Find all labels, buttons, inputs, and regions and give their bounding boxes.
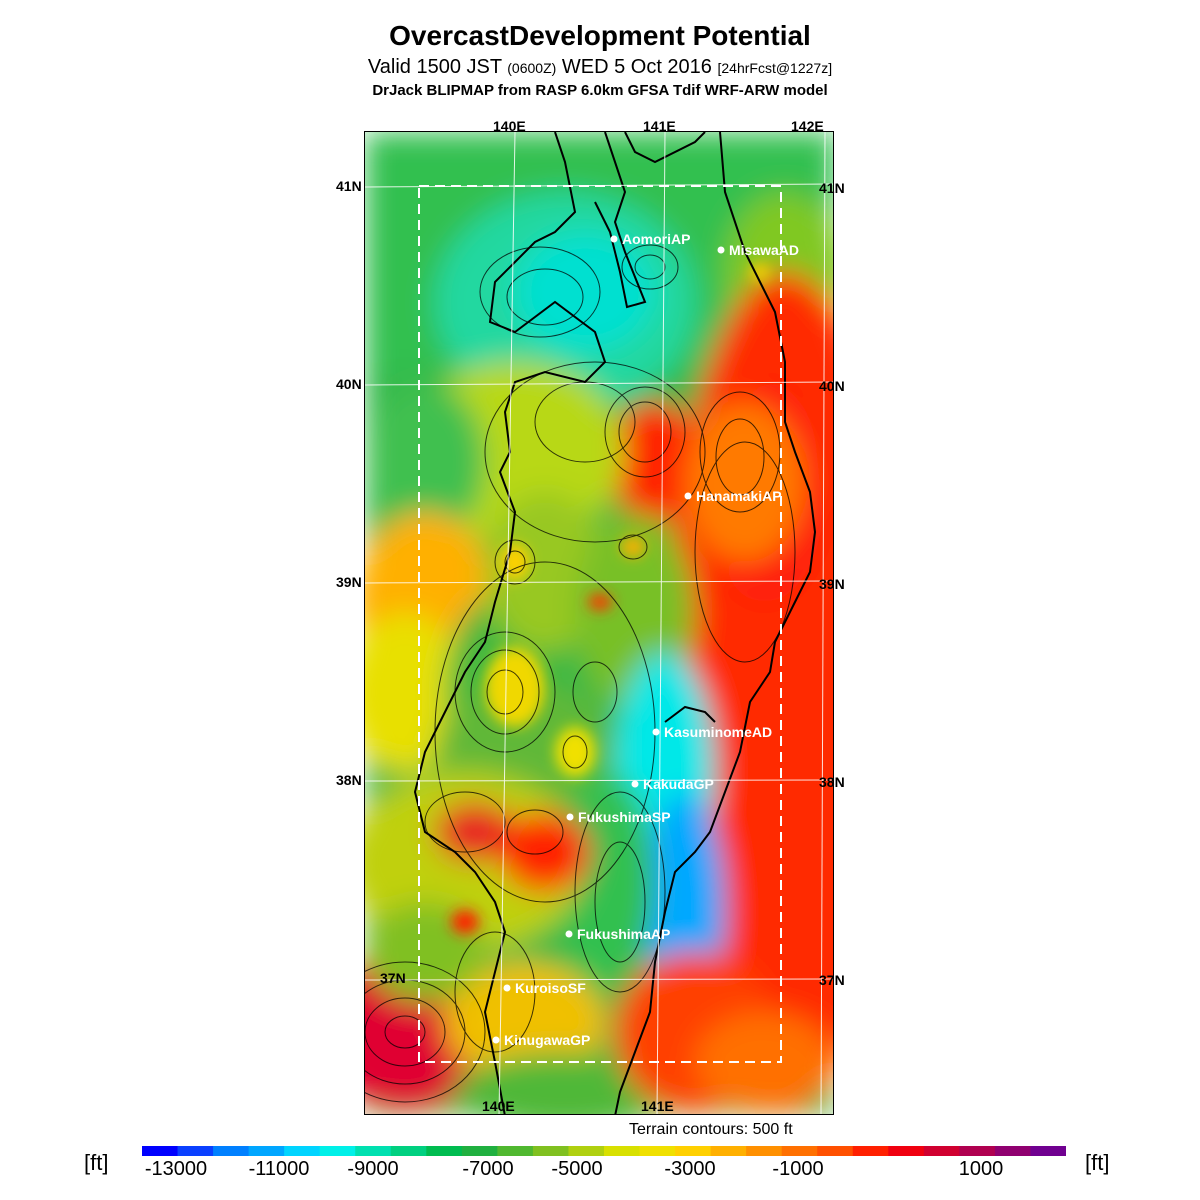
lon-label-142e-top: 142E <box>791 118 824 134</box>
station-dot[interactable] <box>566 813 574 821</box>
station-label: AomoriAP <box>622 231 690 247</box>
colorbar-tick-label: -7000 <box>462 1158 514 1180</box>
colorbar-swatch <box>1030 1146 1066 1156</box>
model-info: DrJack BLIPMAP from RASP 6.0km GFSA Tdif… <box>372 82 828 99</box>
station-label: FukushimaSP <box>578 809 671 825</box>
colorbar-swatch <box>142 1146 179 1156</box>
colorbar-swatch <box>959 1146 996 1156</box>
colorbar-swatch <box>248 1146 285 1156</box>
lat-label-37n-left: 37N <box>380 970 406 986</box>
lon-label-141e-bottom: 141E <box>641 1098 674 1114</box>
lat-label-37n-right: 37N <box>819 972 845 988</box>
colorbar-tick-label: -13000 <box>144 1158 208 1180</box>
colorbar-swatch <box>319 1146 356 1156</box>
station-dot[interactable] <box>631 780 639 788</box>
colorbar <box>142 1146 1066 1156</box>
lat-label-41n-right: 41N <box>819 180 845 196</box>
valid-utc: (0600Z) <box>507 60 557 76</box>
lon-label-140e-bottom: 140E <box>482 1098 515 1114</box>
station-label: KuroisoSF <box>515 980 586 996</box>
colorbar-swatch <box>852 1146 889 1156</box>
lat-label-40n-left: 40N <box>336 376 362 392</box>
station-dot[interactable] <box>610 235 618 243</box>
colorbar-swatch <box>604 1146 641 1156</box>
colorbar-tick-label: 1000 <box>958 1158 1004 1180</box>
valid-time: Valid 1500 JST (0600Z) WED 5 Oct 2016 [2… <box>0 56 1200 79</box>
colorbar-tick-label: -5000 <box>551 1158 603 1180</box>
lon-label-140e-top: 140E <box>493 118 526 134</box>
colorbar-tick-label: -9000 <box>347 1158 399 1180</box>
colorbar-swatch <box>497 1146 534 1156</box>
valid-prefix: Valid 1500 JST <box>367 56 502 78</box>
colorbar-swatch <box>923 1146 960 1156</box>
colorbar-swatch <box>177 1146 214 1156</box>
lat-label-40n-right: 40N <box>819 378 845 394</box>
forecast-info: [24hrFcst@1227z] <box>717 60 833 76</box>
lat-label-39n-left: 39N <box>336 574 362 590</box>
coastline <box>413 132 817 1114</box>
station-dot[interactable] <box>565 930 573 938</box>
colorbar-swatch <box>675 1146 712 1156</box>
station-markers: AomoriAP MisawaAD HanamakiAP KasuminomeAD Ka… <box>492 231 799 1048</box>
station-label: KinugawaGP <box>504 1032 590 1048</box>
station-label: HanamakiAP <box>696 488 782 504</box>
colorbar-swatch <box>781 1146 818 1156</box>
lat-label-39n-right: 39N <box>819 576 845 592</box>
station-dot[interactable] <box>652 728 660 736</box>
colorbar-swatch <box>213 1146 250 1156</box>
lon-label-141e-top: 141E <box>643 118 676 134</box>
colorbar-tick-label: -3000 <box>664 1158 716 1180</box>
colorbar-swatch <box>888 1146 925 1156</box>
station-label: KasuminomeAD <box>664 724 772 740</box>
map-panel[interactable]: AomoriAP MisawaAD HanamakiAP KasuminomeAD Ka… <box>364 131 834 1115</box>
map-canvas: AomoriAP MisawaAD HanamakiAP KasuminomeAD Ka… <box>365 132 833 1114</box>
lat-label-41n-left: 41N <box>336 178 362 194</box>
colorbar-swatch <box>461 1146 498 1156</box>
colorbar-swatch <box>568 1146 605 1156</box>
colorbar-tick-label: -11000 <box>248 1158 310 1180</box>
lat-lon-grid <box>365 132 833 1114</box>
station-dot[interactable] <box>684 492 692 500</box>
colorbar-swatch <box>639 1146 676 1156</box>
colorbar-swatch <box>710 1146 747 1156</box>
inner-domain-box <box>418 185 782 1063</box>
station-label: FukushimaAP <box>577 926 670 942</box>
lat-label-38n-right: 38N <box>819 774 845 790</box>
unit-left: [ft] <box>84 1150 109 1175</box>
station-label: MisawaAD <box>729 242 799 258</box>
colorbar-swatch <box>994 1146 1031 1156</box>
colorbar-swatch <box>746 1146 783 1156</box>
lat-label-38n-left: 38N <box>336 772 362 788</box>
colorbar-tick-label: -1000 <box>772 1158 824 1180</box>
terrain-note: Terrain contours: 500 ft <box>629 1121 793 1138</box>
colorbar-swatch <box>817 1146 854 1156</box>
potential-field <box>365 132 833 1114</box>
colorbar-swatch <box>426 1146 463 1156</box>
colorbar-swatch <box>390 1146 427 1156</box>
colorbar-swatch <box>532 1146 569 1156</box>
unit-right: [ft] <box>1085 1150 1110 1175</box>
colorbar-swatch <box>284 1146 321 1156</box>
valid-date: WED 5 Oct 2016 <box>561 56 712 78</box>
station-dot[interactable] <box>717 246 725 254</box>
station-dot[interactable] <box>492 1036 500 1044</box>
station-dot[interactable] <box>503 984 511 992</box>
map-title: OvercastDevelopment Potential <box>389 20 811 51</box>
station-label: KakudaGP <box>643 776 714 792</box>
colorbar-swatch <box>355 1146 392 1156</box>
